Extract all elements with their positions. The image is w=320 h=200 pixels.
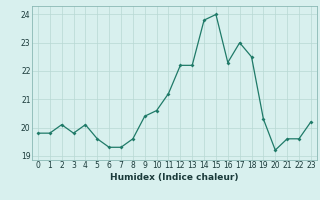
- X-axis label: Humidex (Indice chaleur): Humidex (Indice chaleur): [110, 173, 239, 182]
